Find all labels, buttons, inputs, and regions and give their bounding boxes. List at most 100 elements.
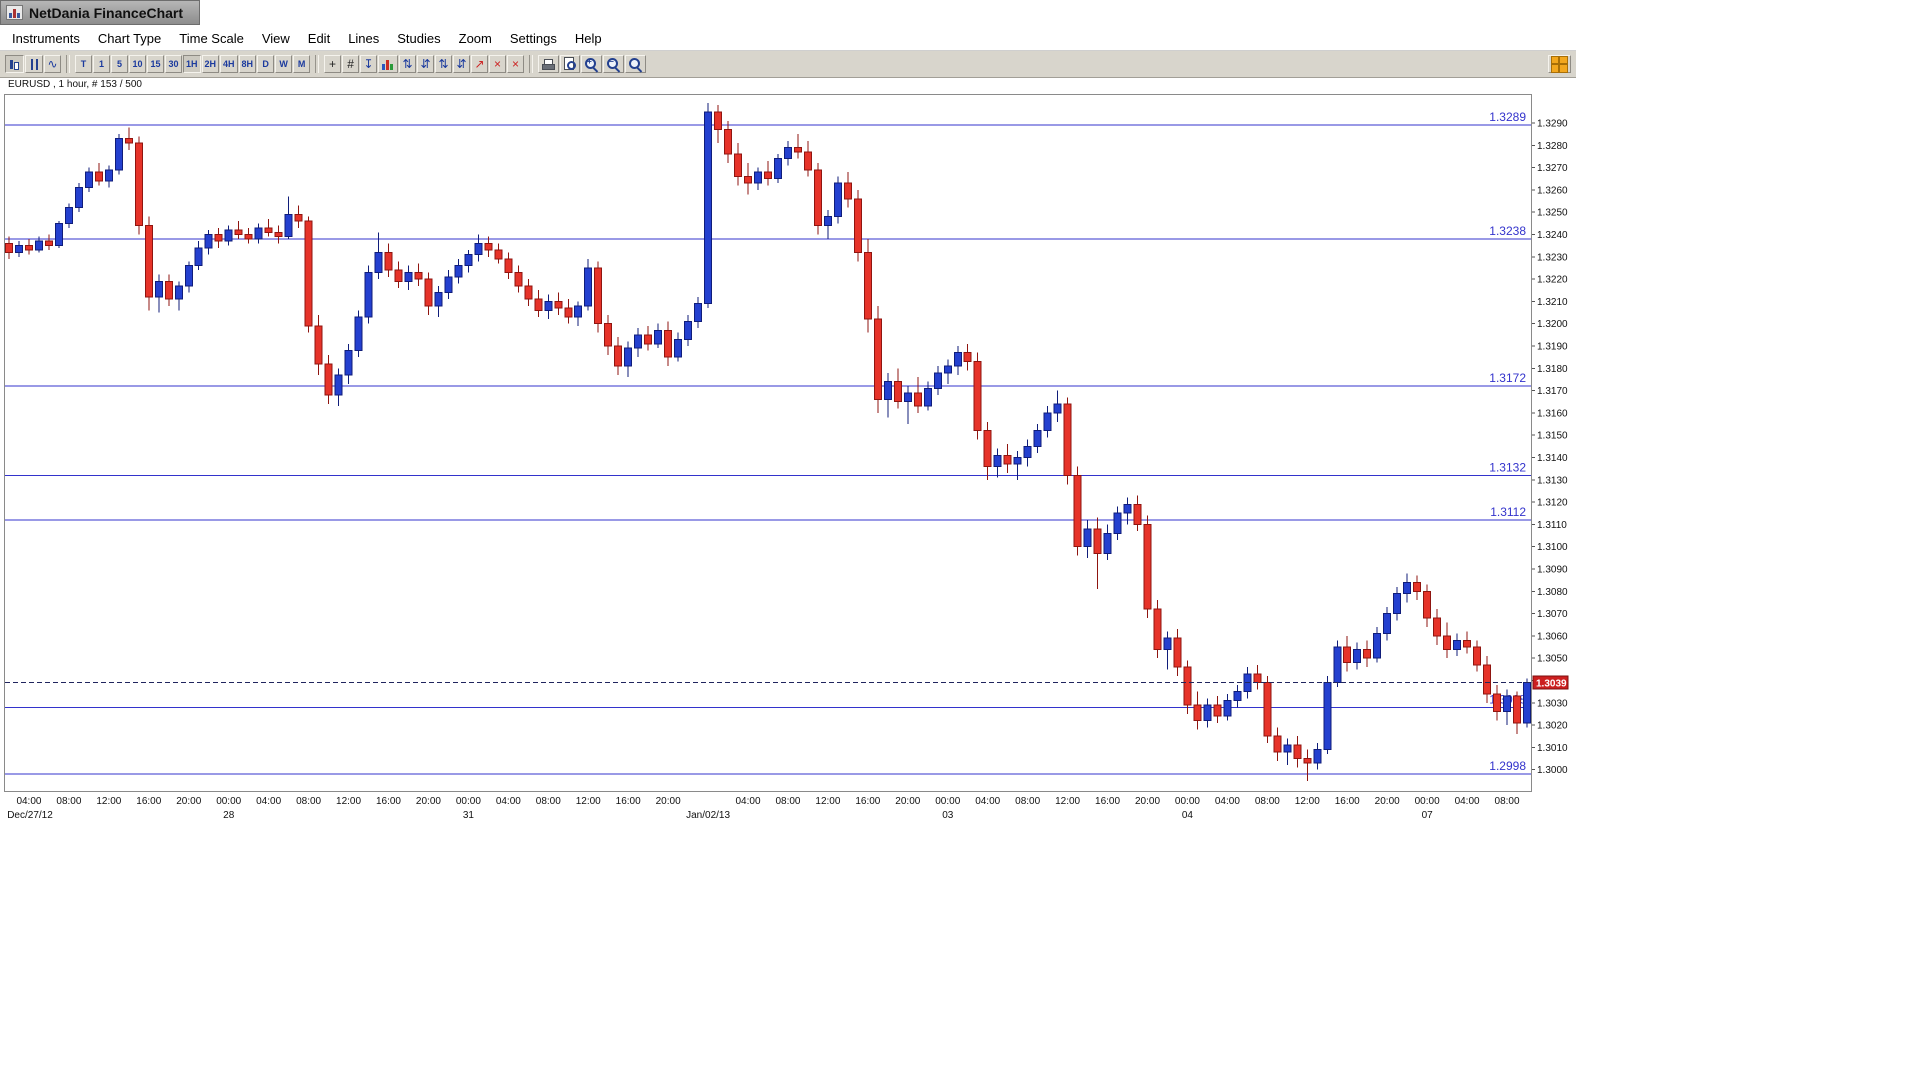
- candle-body: [1193, 704, 1202, 722]
- candle-body: [813, 169, 822, 227]
- candle-body: [74, 187, 83, 209]
- toolbar-separator: [66, 55, 70, 73]
- chart-info-label: EURUSD , 1 hour, # 153 / 500: [8, 79, 142, 90]
- menu-help[interactable]: Help: [574, 30, 602, 46]
- signal-arrows-button-2[interactable]: ⇵: [417, 55, 435, 73]
- current-price-badge-label: 1.3039: [1536, 679, 1567, 690]
- crosshair-button[interactable]: +: [324, 55, 342, 73]
- candle-body: [1433, 617, 1442, 637]
- candle-body: [184, 265, 193, 287]
- timeframe-2h-label: 2H: [204, 58, 217, 69]
- price-tick-label: 1.3280: [1537, 141, 1568, 152]
- print-preview-icon: [563, 57, 577, 71]
- time-label: 00:00: [935, 796, 960, 807]
- signal-arrows-button-3[interactable]: ⇅: [435, 55, 453, 73]
- candle-body: [514, 271, 523, 287]
- candle-body: [1523, 682, 1532, 724]
- date-label: Jan/02/13: [686, 810, 730, 821]
- signal-arrows-button-1[interactable]: ⇅: [399, 55, 417, 73]
- timeframe-m-button[interactable]: M: [293, 55, 311, 73]
- menu-lines[interactable]: Lines: [348, 30, 380, 46]
- candle-body: [1493, 693, 1502, 713]
- menu-studies[interactable]: Studies: [397, 30, 441, 46]
- candle-body: [534, 298, 543, 311]
- delete-line-button[interactable]: ×: [489, 55, 507, 73]
- menu-edit[interactable]: Edit: [307, 30, 331, 46]
- timeframe-t-button[interactable]: T: [75, 55, 92, 73]
- timeframe-15-button[interactable]: 15: [147, 55, 164, 73]
- candlestick-chart-button[interactable]: [5, 55, 24, 73]
- candle-body: [254, 227, 263, 240]
- timeframe-8h-button[interactable]: 8H: [238, 55, 257, 73]
- data-inspect-button[interactable]: ↧: [360, 55, 378, 73]
- timeframe-5-button[interactable]: 5: [111, 55, 128, 73]
- menu-instruments[interactable]: Instruments: [12, 30, 80, 46]
- price-axis[interactable]: 1.30001.30101.30201.30301.30401.30501.30…: [1532, 118, 1569, 776]
- zoom-in-button[interactable]: +: [581, 55, 603, 73]
- time-label: 00:00: [216, 796, 241, 807]
- date-label: 04: [1182, 810, 1194, 821]
- print-button[interactable]: [538, 55, 560, 73]
- timeframe-4h-button[interactable]: 4H: [220, 55, 238, 73]
- candle-body: [704, 111, 713, 305]
- menu-settings[interactable]: Settings: [509, 30, 557, 46]
- signal-arrows-button-4[interactable]: ⇵: [453, 55, 471, 73]
- candle-body: [54, 222, 63, 247]
- studies-columns-button[interactable]: [378, 55, 399, 73]
- zoom-out-button[interactable]: −: [603, 55, 625, 73]
- plot-background: [4, 94, 1532, 792]
- candle-body: [783, 147, 792, 160]
- grid-toggle-button[interactable]: #: [342, 55, 360, 73]
- level-label: 1.3172: [1489, 371, 1526, 385]
- candle-body: [4, 242, 13, 253]
- line-chart-button[interactable]: ∿: [44, 55, 61, 73]
- candle-body: [1133, 503, 1142, 525]
- candle-body: [664, 329, 673, 358]
- print-preview-button[interactable]: [560, 55, 581, 73]
- candle-body: [1363, 648, 1372, 659]
- zoom-box-button[interactable]: [625, 55, 647, 73]
- timeframe-w-button[interactable]: W: [275, 55, 293, 73]
- delete-all-button[interactable]: ×: [507, 55, 525, 73]
- candle-body: [14, 245, 23, 253]
- level-label: 1.3238: [1489, 224, 1526, 238]
- trendline-button[interactable]: ↗: [471, 55, 489, 73]
- time-label: 20:00: [656, 796, 681, 807]
- price-tick-label: 1.3250: [1537, 208, 1568, 219]
- candle-body: [364, 271, 373, 318]
- timeframe-1-button[interactable]: 1: [93, 55, 110, 73]
- menu-time-scale[interactable]: Time Scale: [179, 30, 244, 46]
- timeframe-2h-button[interactable]: 2H: [201, 55, 220, 73]
- time-label: 00:00: [456, 796, 481, 807]
- netdania-panel-button[interactable]: [1548, 55, 1571, 73]
- timeframe-30-button[interactable]: 30: [165, 55, 182, 73]
- menu-view[interactable]: View: [261, 30, 290, 46]
- signal-arrows-button-2-icon: ⇵: [420, 57, 431, 71]
- timeframe-t-label: T: [80, 58, 87, 69]
- support-resistance-lines[interactable]: 1.32891.32381.31721.31321.31121.30281.29…: [5, 110, 1531, 775]
- timeframe-10-button[interactable]: 10: [129, 55, 146, 73]
- date-label: 28: [223, 810, 235, 821]
- window-title-tab[interactable]: NetDania FinanceChart: [0, 0, 201, 25]
- signal-arrows-button-1-icon: ⇅: [402, 57, 413, 71]
- time-label: 08:00: [56, 796, 81, 807]
- timeframe-1h-button[interactable]: 1H: [183, 55, 201, 73]
- candle-body: [1273, 735, 1282, 753]
- price-tick-label: 1.3290: [1537, 118, 1568, 129]
- candle-body: [574, 305, 583, 318]
- price-tick-label: 1.3120: [1537, 498, 1568, 509]
- candle-body: [1173, 637, 1182, 668]
- candlestick-chart[interactable]: 1.32891.32381.31721.31321.31121.30281.29…: [4, 94, 1570, 824]
- menu-chart-type[interactable]: Chart Type: [97, 30, 162, 46]
- timeframe-10-label: 10: [132, 58, 143, 69]
- time-label: 00:00: [1175, 796, 1200, 807]
- time-label: 04:00: [1455, 796, 1480, 807]
- timeframe-5-label: 5: [116, 58, 122, 69]
- candle-body: [274, 231, 283, 238]
- time-label: 08:00: [775, 796, 800, 807]
- timeframe-d-button[interactable]: D: [257, 55, 275, 73]
- candle-body: [1313, 749, 1322, 764]
- ohlc-chart-button[interactable]: [25, 55, 43, 73]
- menu-zoom[interactable]: Zoom: [458, 30, 492, 46]
- candle-body: [334, 374, 343, 396]
